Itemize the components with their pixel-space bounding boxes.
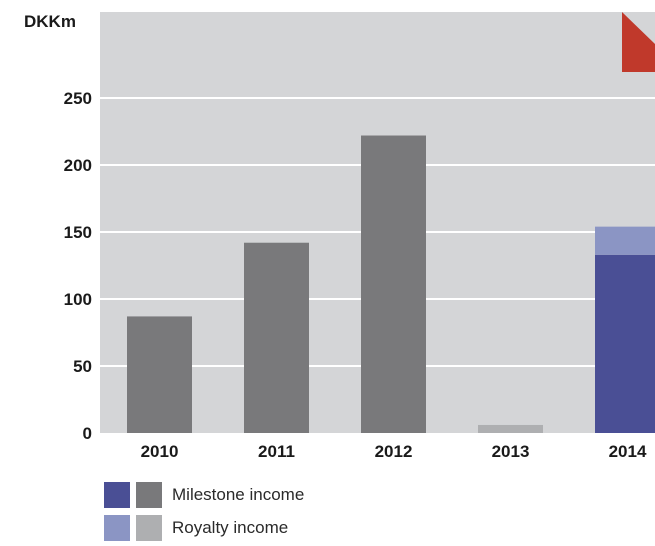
legend-label-royalty: Royalty income bbox=[172, 517, 289, 537]
bar-2014-royalty bbox=[595, 226, 655, 255]
y-tick-label-0: 0 bbox=[83, 424, 92, 443]
legend-swatch-milestone-prior bbox=[136, 481, 162, 508]
y-tick-label-150: 150 bbox=[64, 223, 92, 242]
x-axis-ticks: 2010 2011 2012 2013 2014 bbox=[141, 442, 647, 461]
x-tick-label-2010: 2010 bbox=[141, 442, 179, 461]
legend-swatch-royalty-prior bbox=[136, 514, 162, 541]
y-tick-label-100: 100 bbox=[64, 290, 92, 309]
y-tick-label-250: 250 bbox=[64, 89, 92, 108]
bar-2013-royalty bbox=[478, 424, 543, 433]
legend: Milestone income Royalty income bbox=[104, 480, 304, 546]
x-tick-label-2011: 2011 bbox=[258, 442, 295, 461]
bar-2012-milestone bbox=[361, 135, 426, 433]
legend-item-milestone: Milestone income bbox=[104, 480, 304, 509]
bar-2011-milestone bbox=[244, 242, 309, 433]
legend-swatch-milestone-2014 bbox=[104, 481, 130, 508]
y-axis-ticks: 0 50 100 150 200 250 bbox=[64, 89, 92, 443]
y-axis-unit-label: DKKm bbox=[24, 12, 76, 31]
legend-item-royalty: Royalty income bbox=[104, 513, 304, 542]
y-tick-label-50: 50 bbox=[73, 357, 92, 376]
bars bbox=[127, 135, 655, 433]
x-tick-label-2013: 2013 bbox=[492, 442, 530, 461]
legend-label-milestone: Milestone income bbox=[172, 484, 305, 504]
bar-2014-milestone bbox=[595, 254, 655, 433]
corner-accent bbox=[622, 12, 655, 72]
x-tick-label-2012: 2012 bbox=[375, 442, 413, 461]
bar-2010-milestone bbox=[127, 316, 192, 433]
x-tick-label-2014: 2014 bbox=[609, 442, 647, 461]
legend-swatch-royalty-2014 bbox=[104, 514, 130, 541]
y-tick-label-200: 200 bbox=[64, 156, 92, 175]
